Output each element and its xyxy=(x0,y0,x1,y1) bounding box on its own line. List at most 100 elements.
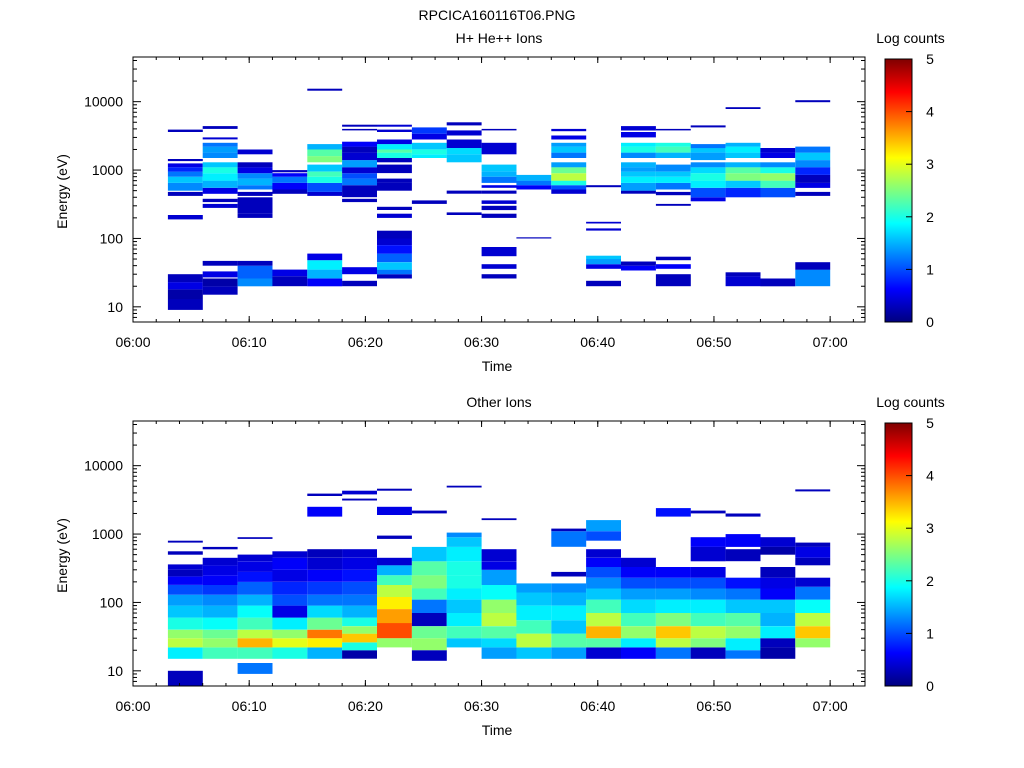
heatmap-cell xyxy=(551,605,587,621)
heatmap-cell xyxy=(655,176,691,183)
heatmap-cell xyxy=(725,613,761,627)
heatmap-cell xyxy=(307,88,343,91)
heatmap-cell xyxy=(272,557,308,570)
heatmap-cell xyxy=(690,626,726,639)
heatmap-cell xyxy=(481,213,517,218)
heatmap-cell xyxy=(237,581,273,595)
heatmap-cell xyxy=(307,269,343,279)
heatmap-cell xyxy=(795,546,831,558)
heatmap-cell xyxy=(307,253,343,261)
heatmap-cell xyxy=(690,144,726,149)
heatmap-cell xyxy=(690,647,726,659)
heatmap-cell xyxy=(237,647,273,659)
heatmap-cell xyxy=(272,617,308,630)
heatmap-cell xyxy=(586,577,621,589)
heatmap-cell xyxy=(272,170,308,173)
y-tick-label: 100 xyxy=(100,230,124,246)
heatmap-cell xyxy=(342,124,377,127)
heatmap-cell xyxy=(272,638,308,648)
heatmap-cell xyxy=(551,620,587,634)
heatmap-cell xyxy=(377,506,412,515)
heatmap-cell xyxy=(655,599,691,613)
heatmap-cell xyxy=(377,269,412,275)
heatmap-cell xyxy=(655,626,691,639)
colorbar: 0 1 2 3 4 5 Log counts xyxy=(876,30,945,330)
heatmap-cell xyxy=(655,152,691,158)
heatmap-cell xyxy=(202,638,238,648)
y-tick-label: 1000 xyxy=(92,526,123,542)
heatmap-cell xyxy=(377,152,412,158)
heatmap-cell xyxy=(411,133,447,140)
heatmap-cell xyxy=(760,546,796,555)
heatmap-cell xyxy=(167,282,203,290)
colorbar-tick-label: 4 xyxy=(926,104,934,120)
heatmap-cell xyxy=(481,200,517,204)
heatmap-cell xyxy=(586,531,621,541)
heatmap-cell xyxy=(690,537,726,547)
heatmap-cell xyxy=(516,180,552,186)
heatmap-cell xyxy=(307,260,343,270)
heatmap-cell xyxy=(655,171,691,177)
heatmap-cell xyxy=(621,167,656,172)
heatmap-cell xyxy=(377,597,412,609)
heatmap-cell xyxy=(377,557,412,566)
heatmap-cell xyxy=(690,148,726,153)
heatmap-cell xyxy=(446,190,482,194)
heatmap-cell xyxy=(307,164,343,172)
x-tick-label: 06:10 xyxy=(232,698,267,714)
colorbar-tick-label: 0 xyxy=(926,678,934,694)
heatmap-cell xyxy=(516,583,552,593)
heatmap-cell xyxy=(272,269,308,277)
heatmap-cell xyxy=(307,638,343,648)
heatmap-cell xyxy=(725,513,761,517)
heatmap-cell xyxy=(655,274,691,287)
heatmap-cell xyxy=(725,167,761,174)
heatmap-cell xyxy=(342,141,377,147)
heatmap-cell xyxy=(655,567,691,578)
heatmap-cell xyxy=(551,162,587,168)
heatmap-cell xyxy=(237,554,273,562)
heatmap-cell xyxy=(202,278,238,287)
colorbar-label: Log counts xyxy=(876,394,945,410)
heatmap-cell xyxy=(411,142,447,150)
heatmap-cell xyxy=(446,613,482,627)
heatmap-cell xyxy=(411,149,447,155)
heatmap-cell xyxy=(725,276,761,287)
panels: 06:00 06:10 06:20 06:30 06:40 06:50 07:0010100… xyxy=(54,30,945,738)
heatmap-cell xyxy=(446,122,482,126)
heatmap-cell xyxy=(272,569,308,582)
heatmap-cell xyxy=(690,173,726,181)
heatmap-cell xyxy=(516,620,552,634)
heatmap-cell xyxy=(202,152,238,158)
heatmap-cell xyxy=(621,126,656,131)
x-tick-label: 07:00 xyxy=(813,334,848,350)
panel-1: 06:00 06:10 06:20 06:30 06:40 06:50 07:0010100… xyxy=(54,30,945,374)
heatmap-cell xyxy=(307,191,343,196)
heatmap-cell xyxy=(202,605,238,618)
heatmap-cell xyxy=(725,534,761,547)
heatmap-cell xyxy=(202,647,238,659)
heatmap-cell xyxy=(690,167,726,174)
colorbar-tick-label: 1 xyxy=(926,625,934,641)
heatmap-cell xyxy=(690,546,726,562)
heatmap-cell xyxy=(481,647,517,659)
heatmap-cell xyxy=(586,259,621,265)
heatmap-cell xyxy=(342,173,377,179)
heatmap-cell xyxy=(167,617,203,630)
heatmap-cell xyxy=(551,185,587,190)
heatmap-cell xyxy=(307,549,343,558)
heatmap-cell xyxy=(446,212,482,215)
heatmap-cell xyxy=(377,245,412,254)
heatmap-cell xyxy=(481,164,517,172)
heatmap-cell xyxy=(621,152,656,158)
heatmap-cell xyxy=(377,253,412,263)
heatmap-cell xyxy=(237,594,273,606)
heatmap-cell xyxy=(760,173,796,181)
heatmap-cell xyxy=(621,638,656,648)
heatmap-cell xyxy=(342,626,377,634)
heatmap-cell xyxy=(725,180,761,188)
heatmap-cell xyxy=(481,171,517,177)
heatmap-cell xyxy=(202,271,238,278)
heatmap-cell xyxy=(167,629,203,639)
heatmap-cell xyxy=(446,561,482,576)
